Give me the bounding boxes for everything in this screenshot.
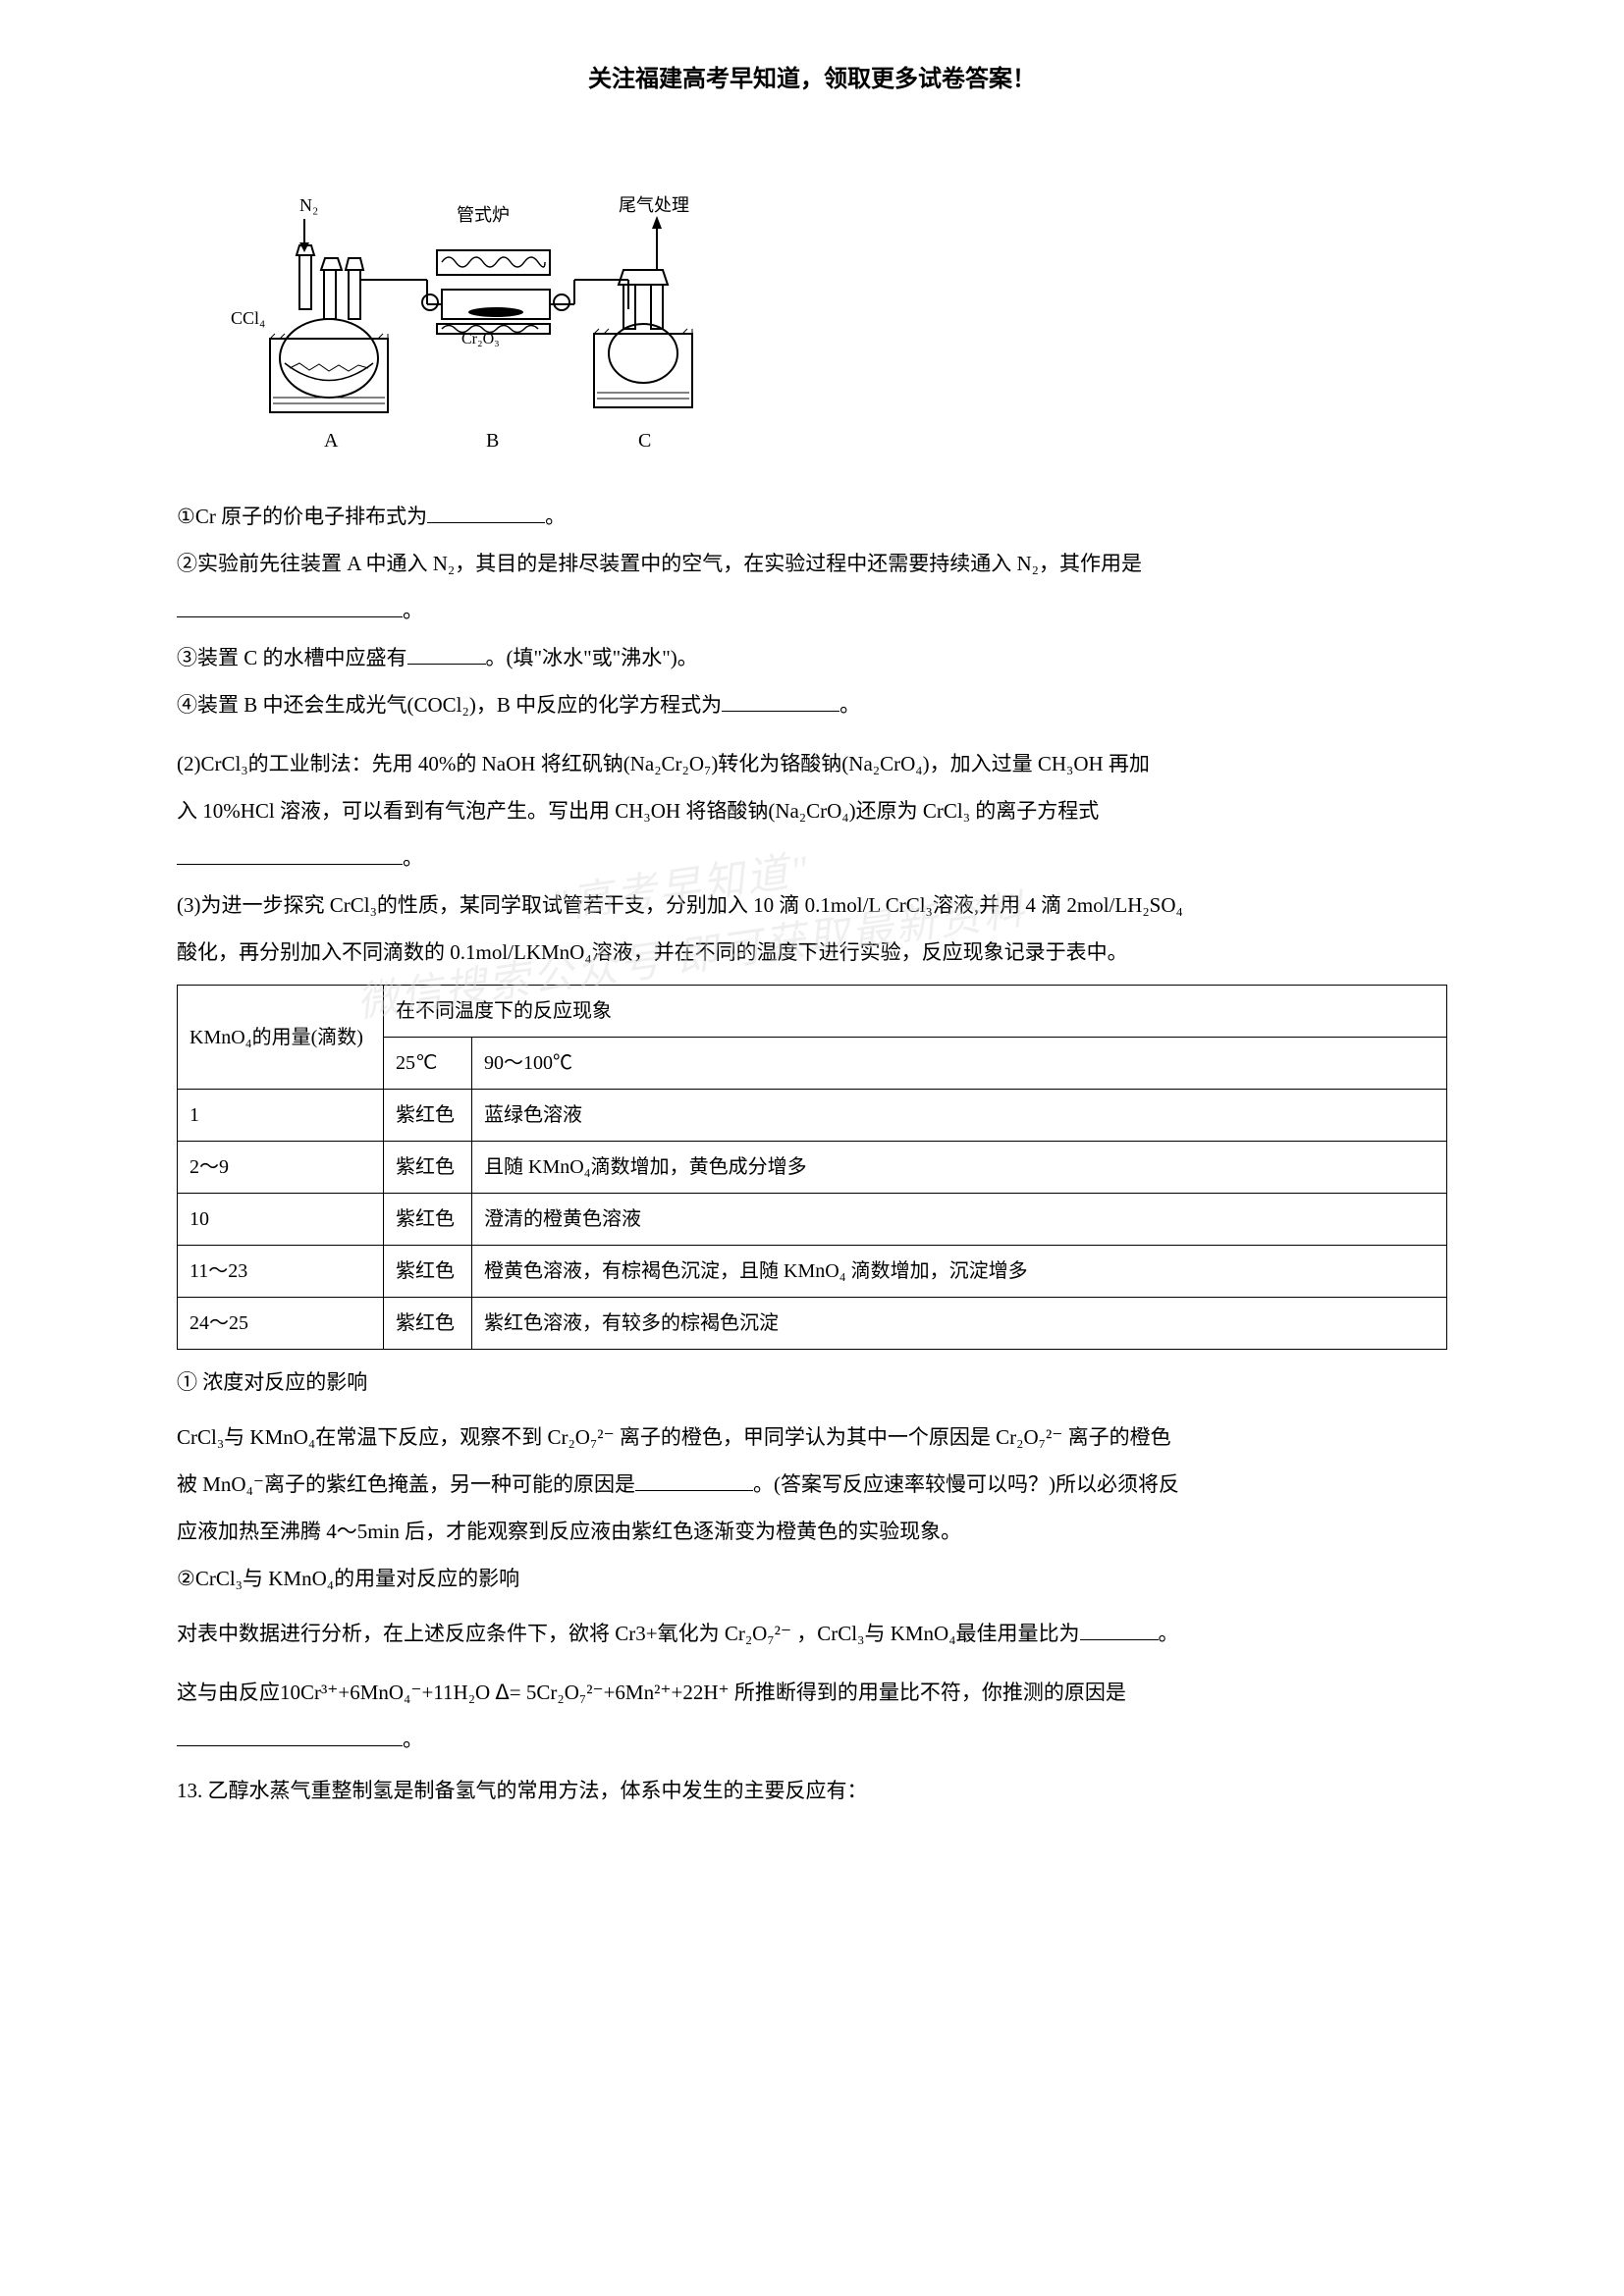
cell-90: 橙黄色溶液，有棕褐色沉淀，且随 KMnO₄ 滴数增加，沉淀增多: [472, 1246, 1447, 1298]
cell-drops: 24～25: [178, 1298, 384, 1350]
cell-25: 紫红色: [384, 1142, 472, 1194]
label-a: A: [324, 430, 339, 452]
q1-text: ①Cr 原子的价电子排布式为: [177, 505, 427, 528]
question-11: 这与由反应10Cr³⁺+6MnO₄⁻+11H₂O ᐃ= 5Cr₂O₇²⁻+6Mn…: [177, 1672, 1447, 1713]
question-5b: 入 10%HCl 溶液，可以看到有气泡产生。写出用 CH₃OH 将铬酸钠(Na₂…: [177, 790, 1447, 831]
q3b-text: 。(填"冰水"或"沸水")。: [486, 646, 698, 669]
question-12: 13. 乙醇水蒸气重整制氢是制备氢气的常用方法，体系中发生的主要反应有：: [177, 1770, 1447, 1811]
period-2: 。: [403, 599, 423, 622]
question-3: ③装置 C 的水槽中应盛有 。(填"冰水"或"沸水")。: [177, 637, 1447, 678]
cell-90: 紫红色溶液，有较多的棕褐色沉淀: [472, 1298, 1447, 1350]
question-8a: CrCl₃与 KMnO₄在常温下反应，观察不到 Cr₂O₇²⁻ 离子的橙色，甲同…: [177, 1416, 1447, 1458]
label-tube-furnace: 管式炉: [457, 205, 510, 225]
cell-drops: 1: [178, 1090, 384, 1142]
blank-3: [407, 640, 486, 665]
table-row: 24～25 紫红色 紫红色溶液，有较多的棕褐色沉淀: [178, 1298, 1447, 1350]
cell-90: 澄清的橙黄色溶液: [472, 1194, 1447, 1246]
blank-8: [635, 1467, 753, 1491]
cell-drops: 2～9: [178, 1142, 384, 1194]
q10a-text: 对表中数据进行分析，在上述反应条件下，欲将 Cr3+氧化为 Cr₂O₇²⁻ ，C…: [177, 1622, 1080, 1645]
q3a-text: ③装置 C 的水槽中应盛有: [177, 646, 407, 669]
table-header-row: KMnO₄的用量(滴数) 在不同温度下的反应现象: [178, 986, 1447, 1038]
cell-90: 蓝绿色溶液: [472, 1090, 1447, 1142]
question-8d: 应液加热至沸腾 4～5min 后，才能观察到反应液由紫红色逐渐变为橙黄色的实验现…: [177, 1511, 1447, 1552]
th-phenomena: 在不同温度下的反应现象: [384, 986, 1447, 1038]
table-row: 10 紫红色 澄清的橙黄色溶液: [178, 1194, 1447, 1246]
content-body: ①Cr 原子的价电子排布式为。 ②实验前先往装置 A 中通入 N₂，其目的是排尽…: [177, 496, 1447, 1811]
blank-5: [177, 840, 403, 865]
cell-25: 紫红色: [384, 1194, 472, 1246]
cell-drops: 11～23: [178, 1246, 384, 1298]
experiment-table: KMnO₄的用量(滴数) 在不同温度下的反应现象 25℃ 90～100℃ 1 紫…: [177, 985, 1447, 1350]
blank-11: [177, 1722, 403, 1746]
question-8b: 被 MnO₄⁻离子的紫红色掩盖，另一种可能的原因是 。(答案写反应速率较慢可以吗？…: [177, 1464, 1447, 1505]
question-7: ① 浓度对反应的影响: [177, 1362, 1447, 1403]
cell-25: 紫红色: [384, 1298, 472, 1350]
question-2: ②实验前先往装置 A 中通入 N₂，其目的是排尽装置中的空气，在实验过程中还需要…: [177, 543, 1447, 584]
blank-1: [427, 499, 545, 523]
question-9: ②CrCl₃与 KMnO₄的用量对反应的影响: [177, 1558, 1447, 1599]
q4a-text: ④装置 B 中还会生成光气(COCl₂)，B 中反应的化学方程式为: [177, 693, 722, 717]
cell-90: 且随 KMnO₄滴数增加，黄色成分增多: [472, 1142, 1447, 1194]
th-90c: 90～100℃: [472, 1038, 1447, 1090]
label-c: C: [638, 430, 651, 452]
period-5: 。: [403, 846, 423, 870]
label-ccl4: CCl₄: [231, 308, 265, 328]
blank-2: [177, 593, 403, 617]
page-header: 关注福建高考早知道，领取更多试卷答案！: [177, 59, 1447, 93]
q8b-text: 被 MnO₄⁻离子的紫红色掩盖，另一种可能的原因是: [177, 1472, 635, 1496]
question-1: ①Cr 原子的价电子排布式为 。: [177, 496, 1447, 537]
th-drops: KMnO₄的用量(滴数): [178, 986, 384, 1090]
period-1: 。: [545, 505, 566, 528]
cell-25: 紫红色: [384, 1090, 472, 1142]
blank-4: [722, 687, 839, 712]
label-n2: N₂: [299, 195, 318, 215]
question-10: 对表中数据进行分析，在上述反应条件下，欲将 Cr3+氧化为 Cr₂O₇²⁻ ，C…: [177, 1613, 1447, 1654]
table-row: 2～9 紫红色 且随 KMnO₄滴数增加，黄色成分增多: [178, 1142, 1447, 1194]
question-4: ④装置 B 中还会生成光气(COCl₂)，B 中反应的化学方程式为 。: [177, 684, 1447, 725]
table-row: 11～23 紫红色 橙黄色溶液，有棕褐色沉淀，且随 KMnO₄ 滴数增加，沉淀增…: [178, 1246, 1447, 1298]
blank-10: [1080, 1616, 1159, 1640]
apparatus-diagram: N₂ 管式炉 尾气处理 CCl₄ Cr₂O₃ A B C: [216, 191, 766, 466]
question-6a: (3)为进一步探究 CrCl₃的性质，某同学取试管若干支，分别加入 10 滴 0…: [177, 884, 1447, 926]
period-11: 。: [403, 1728, 423, 1751]
question-6b: 酸化，再分别加入不同滴数的 0.1mol/LKMnO₄溶液，并在不同的温度下进行…: [177, 932, 1447, 973]
table-row: 1 紫红色 蓝绿色溶液: [178, 1090, 1447, 1142]
period-10: 。: [1159, 1622, 1179, 1645]
q8c-text: 。(答案写反应速率较慢可以吗？)所以必须将反: [753, 1472, 1179, 1496]
th-25c: 25℃: [384, 1038, 472, 1090]
cell-drops: 10: [178, 1194, 384, 1246]
label-tail-gas: 尾气处理: [619, 195, 689, 215]
label-b: B: [486, 430, 499, 452]
question-5a: (2)CrCl₃的工业制法：先用 40%的 NaOH 将红矾钠(Na₂Cr₂O₇…: [177, 743, 1447, 784]
period-4: 。: [839, 693, 860, 717]
cell-25: 紫红色: [384, 1246, 472, 1298]
